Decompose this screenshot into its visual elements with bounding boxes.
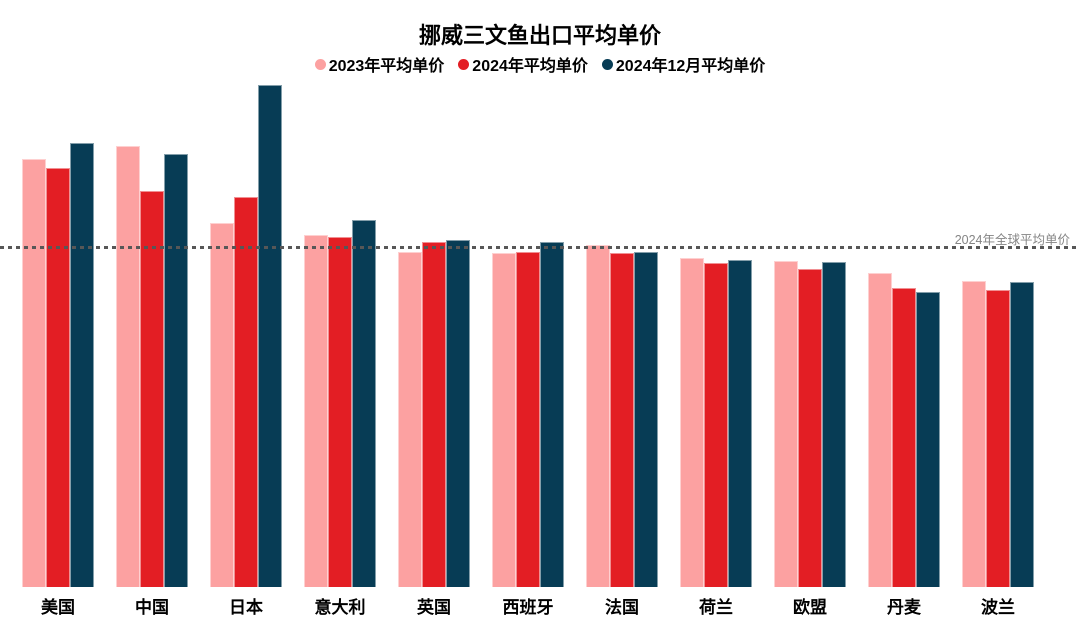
category-label-波兰: 波兰 <box>981 598 1015 617</box>
bar-2024-avg-意大利 <box>328 237 352 587</box>
category-label-英国: 英国 <box>417 598 451 617</box>
category-label-意大利: 意大利 <box>314 598 366 617</box>
bar-dec-2024-avg-意大利 <box>352 220 376 587</box>
global-average-reference-label: 2024年全球平均单价 <box>954 233 1070 247</box>
bar-2024-avg-法国 <box>610 253 634 587</box>
bar-2023-avg-荷兰 <box>680 258 704 587</box>
category-label-荷兰: 荷兰 <box>699 598 733 617</box>
bar-dec-2024-avg-法国 <box>634 252 658 587</box>
category-label-法国: 法国 <box>605 598 639 617</box>
chart-legend: 2023年平均单价 2024年平均单价 2024年12月平均单价 <box>0 52 1080 76</box>
legend-label-2024: 2024年平均单价 <box>472 58 588 75</box>
bar-dec-2024-avg-英国 <box>446 240 470 587</box>
bar-2024-avg-美国 <box>46 168 70 587</box>
bar-group-1: 美国 <box>22 77 94 617</box>
global-average-reference-line <box>0 246 1080 249</box>
category-label-欧盟: 欧盟 <box>793 598 827 617</box>
legend-item-2023-avg: 2023年平均单价 <box>314 52 445 76</box>
chart-title: 挪威三文鱼出口平均单价 <box>418 23 661 48</box>
bar-dec-2024-avg-美国 <box>70 143 94 587</box>
bar-group-3: 日本 <box>210 77 282 617</box>
bar-group-10: 丹麦 <box>868 77 940 617</box>
legend-label-dec-2024: 2024年12月平均单价 <box>615 58 766 75</box>
bar-2024-avg-中国 <box>140 191 164 587</box>
legend-dot-2023-icon <box>314 58 326 70</box>
bar-2023-avg-中国 <box>116 146 140 587</box>
bar-2024-avg-波兰 <box>986 290 1010 587</box>
bar-2023-avg-西班牙 <box>492 253 516 587</box>
bar-2023-avg-法国 <box>586 245 610 587</box>
bar-2024-avg-荷兰 <box>704 263 728 587</box>
bar-2023-avg-英国 <box>398 252 422 587</box>
bar-dec-2024-avg-西班牙 <box>540 242 564 587</box>
bar-group-7: 法国 <box>586 77 658 617</box>
bar-2024-avg-日本 <box>234 197 258 587</box>
bar-group-9: 欧盟 <box>774 77 846 617</box>
bar-dec-2024-avg-荷兰 <box>728 260 752 587</box>
category-label-西班牙: 西班牙 <box>502 598 554 617</box>
bar-group-5: 英国 <box>398 77 470 617</box>
category-label-美国: 美国 <box>41 598 75 617</box>
bar-2024-avg-英国 <box>422 242 446 587</box>
bar-dec-2024-avg-欧盟 <box>822 262 846 587</box>
bar-2024-avg-西班牙 <box>516 252 540 587</box>
legend-dot-dec-2024-icon <box>601 58 613 70</box>
bar-2024-avg-丹麦 <box>892 288 916 587</box>
bar-2023-avg-波兰 <box>962 281 986 587</box>
bar-2023-avg-意大利 <box>304 235 328 587</box>
bar-dec-2024-avg-中国 <box>164 154 188 587</box>
bar-group-11: 波兰 <box>962 77 1034 617</box>
bar-dec-2024-avg-日本 <box>258 85 282 587</box>
legend-item-dec-2024-avg: 2024年12月平均单价 <box>601 52 766 76</box>
legend-item-2024-avg: 2024年平均单价 <box>458 52 588 76</box>
plot-area: 美国 中国 日本 意大利 英国 西班牙 法国 荷兰 欧盟 丹麦 波兰 <box>22 77 1034 617</box>
legend-label-2023: 2023年平均单价 <box>328 58 445 75</box>
category-label-日本: 日本 <box>229 598 263 617</box>
bar-group-8: 荷兰 <box>680 77 752 617</box>
bar-group-6: 西班牙 <box>492 77 564 617</box>
category-label-丹麦: 丹麦 <box>887 598 921 617</box>
bar-2023-avg-日本 <box>210 223 234 587</box>
bar-dec-2024-avg-波兰 <box>1010 282 1034 587</box>
bar-group-2: 中国 <box>116 77 188 617</box>
bar-2023-avg-丹麦 <box>868 273 892 587</box>
bar-2024-avg-欧盟 <box>798 269 822 587</box>
bar-dec-2024-avg-丹麦 <box>916 292 940 587</box>
bar-2023-avg-欧盟 <box>774 261 798 587</box>
bar-group-4: 意大利 <box>304 77 376 617</box>
bar-2023-avg-美国 <box>22 159 46 587</box>
category-label-中国: 中国 <box>135 598 169 617</box>
legend-dot-2024-icon <box>458 58 470 70</box>
